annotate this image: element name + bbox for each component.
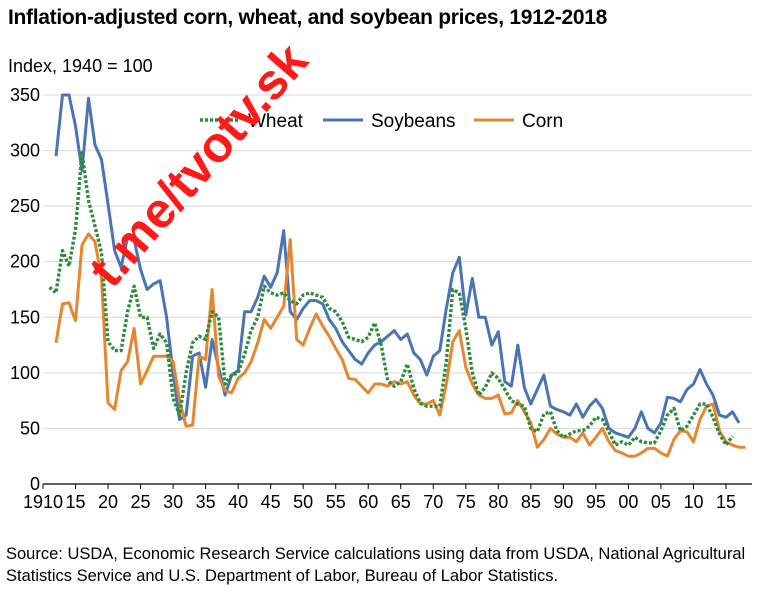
x-tick-label: 35	[196, 492, 216, 512]
x-tick-label: 40	[228, 492, 248, 512]
x-tick-label: 75	[456, 492, 476, 512]
y-tick-label: 350	[10, 85, 40, 105]
x-tick-label: 85	[521, 492, 541, 512]
x-tick-label: 15	[66, 492, 86, 512]
source-note: Source: USDA, Economic Research Service …	[6, 545, 746, 585]
y-tick-label: 0	[30, 474, 40, 494]
x-tick-label: 55	[326, 492, 346, 512]
series-line-wheat	[48, 151, 734, 447]
x-tick-label: 10	[683, 492, 703, 512]
y-tick-label: 100	[10, 363, 40, 383]
x-tick-label: 50	[293, 492, 313, 512]
y-tick-label: 200	[10, 252, 40, 272]
x-tick-label: 80	[488, 492, 508, 512]
watermark: t.me/tvotv.sk	[78, 32, 318, 297]
y-tick-label: 300	[10, 141, 40, 161]
x-tick-label: 20	[98, 492, 118, 512]
y-tick-labels: 0 50 100 150 200 250 300 350	[10, 85, 40, 494]
x-tick-label: 95	[586, 492, 606, 512]
x-tick-label: 25	[131, 492, 151, 512]
series-line-corn	[54, 232, 746, 458]
x-tick-label: 1910	[23, 492, 63, 512]
y-tick-label: 250	[10, 196, 40, 216]
x-tick-label: 00	[618, 492, 638, 512]
legend-label-wheat: Wheat	[248, 111, 304, 132]
legend: Wheat Soybeans Corn	[200, 111, 563, 132]
x-tick-label: 30	[163, 492, 183, 512]
x-tick-labels: 1910 15 20 25 30 35 40 45 50 55 60 65 70 75 80 85 90 95 00…	[23, 484, 736, 512]
x-tick-label: 05	[651, 492, 671, 512]
series-lines	[48, 93, 746, 458]
x-tick-label: 65	[391, 492, 411, 512]
y-axis-label: Index, 1940 = 100	[8, 56, 153, 76]
x-tick-label: 90	[553, 492, 573, 512]
x-tick-label: 70	[423, 492, 443, 512]
y-tick-label: 150	[10, 307, 40, 327]
legend-label-soybeans: Soybeans	[371, 111, 456, 132]
x-tick-label: 15	[716, 492, 736, 512]
series-line-soybeans	[54, 93, 741, 439]
watermark-text: t.me/tvotv.sk	[78, 32, 318, 297]
x-tick-label: 45	[261, 492, 281, 512]
y-tick-label: 50	[20, 418, 40, 438]
legend-label-corn: Corn	[522, 111, 563, 132]
chart-title: Inflation-adjusted corn, wheat, and soyb…	[8, 6, 608, 29]
x-tick-label: 60	[358, 492, 378, 512]
